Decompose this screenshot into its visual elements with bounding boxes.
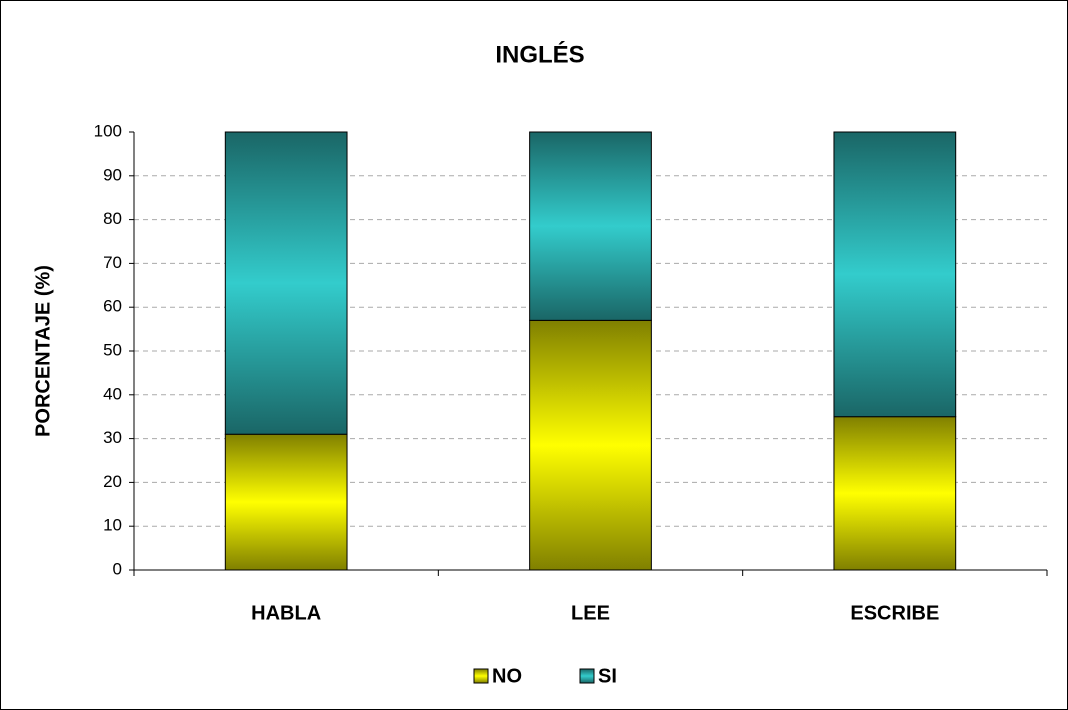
legend-swatch	[473, 668, 489, 684]
x-tick-label: HABLA	[251, 602, 321, 624]
y-tick-label: 40	[103, 384, 122, 403]
y-tick-label: 70	[103, 253, 122, 272]
y-tick-label: 60	[103, 297, 122, 316]
y-tick-label: 90	[103, 165, 122, 184]
legend-label: SI	[598, 665, 617, 687]
bar-segment	[529, 319, 652, 571]
bar-segment	[833, 416, 957, 571]
y-tick-label: 0	[113, 559, 122, 578]
x-tick-label: ESCRIBE	[850, 602, 939, 624]
x-tick-label: LEE	[571, 602, 610, 624]
bar-segment	[833, 131, 957, 418]
y-tick-label: 100	[94, 121, 122, 140]
y-tick-label: 20	[103, 472, 122, 491]
y-axis-label: PORCENTAJE (%)	[32, 265, 54, 437]
y-tick-label: 30	[103, 428, 122, 447]
y-tick-label: 10	[103, 516, 122, 535]
y-tick-label: 50	[103, 340, 122, 359]
bar-segment	[529, 131, 652, 321]
bar-segment	[224, 433, 348, 571]
chart-title: INGLÉS	[495, 40, 584, 68]
legend-swatch	[579, 668, 595, 684]
bar-segment	[224, 131, 348, 435]
y-tick-label: 80	[103, 209, 122, 228]
legend-label: NO	[492, 665, 522, 687]
